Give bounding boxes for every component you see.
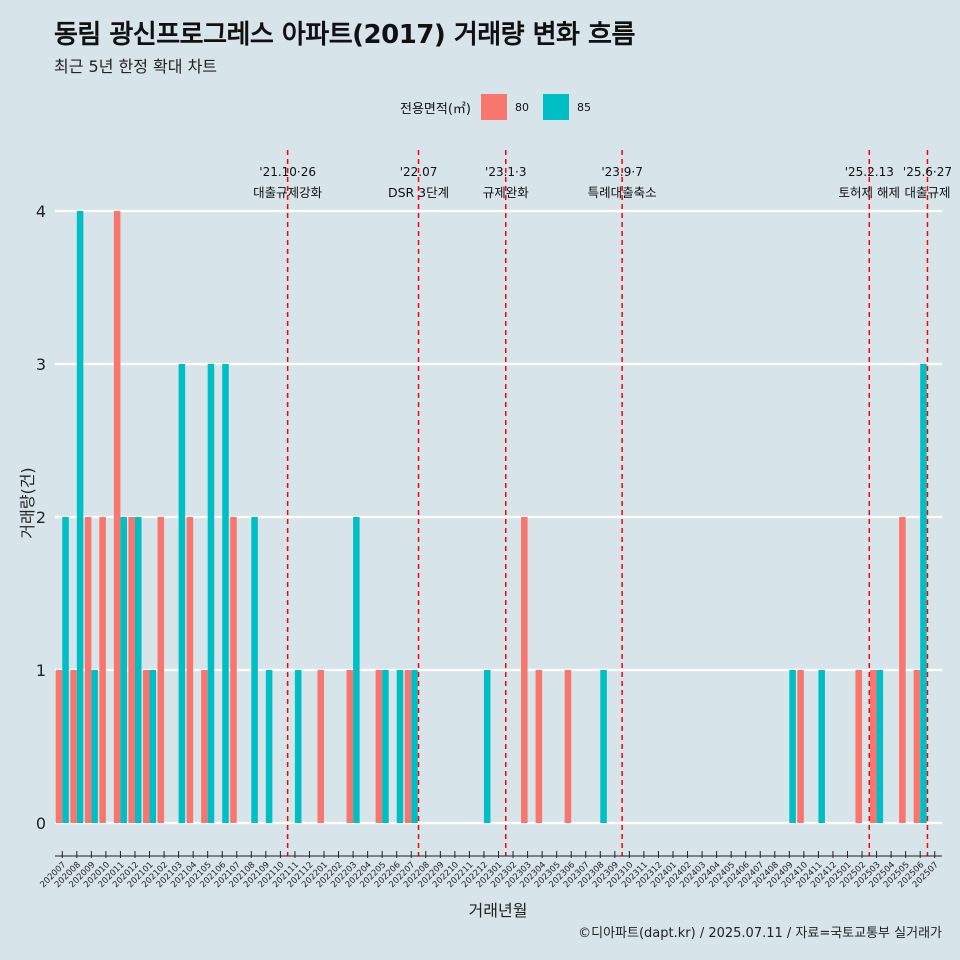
bar-85-202011: [120, 517, 127, 823]
bar-85-202009: [91, 670, 98, 823]
legend-label-85: 85: [576, 100, 591, 114]
y-tick-labels: 0 1 2 3 4: [36, 202, 46, 833]
legend-title: 전용면적(㎡): [400, 101, 471, 117]
event-date-1: '22.07: [400, 165, 438, 179]
bar-85-202101: [149, 670, 157, 823]
bar-85-202103: [178, 364, 186, 823]
event-date-5: '25.6·27: [903, 165, 952, 179]
legend-item-80: 80: [480, 94, 535, 120]
bar-85-202007: [62, 517, 69, 823]
bar-85-202207: [411, 670, 418, 823]
bar-80-202205: [375, 670, 383, 823]
chart-subtitle: 최근 5년 한정 확대 차트: [54, 57, 218, 76]
bar-80-202101: [142, 670, 150, 823]
bar-80-202107: [230, 517, 237, 823]
bar-85-202108: [251, 517, 258, 823]
bar-80-202303: [521, 517, 528, 823]
bar-80-202105: [201, 670, 208, 823]
legend: 전용면적(㎡) 80 85: [0, 92, 960, 122]
bar-80-202102: [157, 517, 165, 823]
bar-80-202502: [855, 670, 863, 823]
event-label-4: 토허제 해제: [839, 185, 900, 200]
legend-label-80: 80: [514, 100, 529, 114]
bar-85-202506: [920, 364, 927, 823]
legend-swatch-80: [480, 94, 507, 120]
bar-85-202111: [294, 670, 302, 823]
event-label-5: 대출규제: [904, 185, 950, 200]
event-label-1: DSR 3단계: [388, 185, 449, 200]
bar-85-202205: [382, 670, 389, 823]
chart-title: 동림 광신프로그레스 아파트(2017) 거래량 변화 흐름: [54, 20, 635, 50]
bar-85-202212: [483, 670, 491, 823]
y-tick-label-2: 2: [36, 508, 46, 527]
bar-80-202008: [70, 670, 77, 823]
bar-80-202207: [404, 670, 412, 823]
event-date-3: '23.9·7: [601, 165, 642, 179]
bar-80-202011: [113, 211, 121, 823]
y-tick-label-0: 0: [36, 814, 46, 833]
bar-85-202012: [134, 517, 142, 823]
bar-80-202010: [99, 517, 106, 823]
bar-85-202206: [396, 670, 404, 823]
bar-80-202009: [84, 517, 92, 823]
y-axis-label: 거래량(건): [18, 467, 37, 538]
source-caption: ©디아파트(dapt.kr) / 2025.07.11 / 자료=국토교통부 실…: [578, 926, 942, 941]
bar-85-202106: [222, 364, 229, 823]
bar-80-202505: [899, 517, 906, 823]
event-lines: '21.10·26 대출규제강화 '22.07 DSR 3단계 '23.1·3 규제완화 '…: [253, 150, 952, 856]
y-tick-label-3: 3: [36, 355, 46, 374]
bars: [55, 211, 927, 823]
event-date-0: '21.10·26: [259, 165, 316, 179]
x-axis: 2020072020082020092020102020112020122021…: [38, 851, 942, 890]
bar-85-202308: [600, 670, 607, 823]
bar-85-202409: [789, 670, 796, 823]
x-axis-label: 거래년월: [469, 901, 528, 920]
bar-85-202105: [207, 364, 215, 823]
bar-85-202109: [265, 670, 273, 823]
event-label-0: 대출규제강화: [253, 185, 323, 200]
event-date-2: '23.1·3: [485, 165, 526, 179]
bar-80-202007: [55, 670, 63, 823]
legend-item-85: 85: [542, 94, 597, 120]
event-label-3: 특례대출축소: [588, 185, 657, 200]
bar-80-202203: [346, 670, 354, 823]
y-tick-label-4: 4: [36, 202, 46, 221]
bar-85-202203: [353, 517, 360, 823]
bar-80-202410: [797, 670, 804, 823]
bar-80-202306: [564, 670, 572, 823]
bar-80-202506: [913, 670, 921, 823]
bar-85-202008: [76, 211, 84, 823]
bar-80-202201: [317, 670, 325, 823]
event-date-4: '25.2.13: [845, 165, 894, 179]
bar-80-202012: [128, 517, 135, 823]
bar-80-202104: [186, 517, 194, 823]
bar-85-202503: [876, 670, 884, 823]
bar-80-202503: [870, 670, 877, 823]
event-label-2: 규제완화: [483, 185, 530, 200]
y-tick-label-1: 1: [36, 661, 46, 680]
bar-85-202411: [818, 670, 825, 823]
legend-swatch-85: [542, 94, 569, 120]
bar-80-202304: [535, 670, 543, 823]
